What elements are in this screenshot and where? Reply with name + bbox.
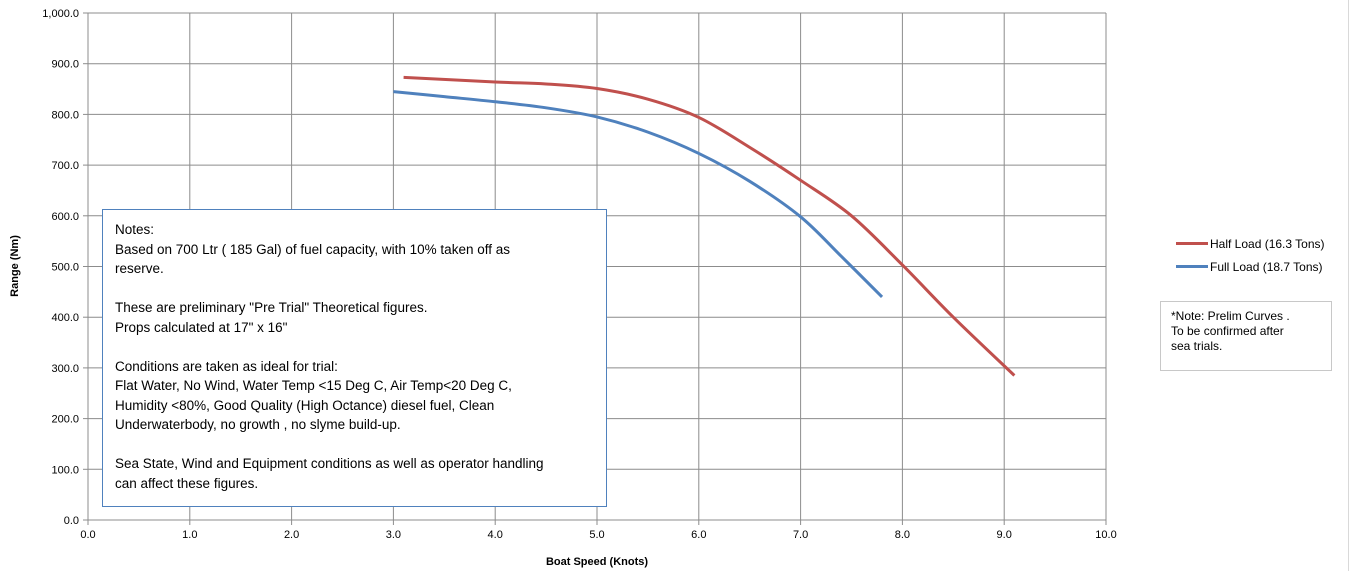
x-tick-label: 0.0 <box>80 529 95 541</box>
legend-item-half-load: Half Load (16.3 Tons) <box>1176 232 1325 255</box>
series-lines <box>393 75 1016 377</box>
notes-line: Props calculated at 17" x 16" <box>115 319 288 335</box>
notes-line: Flat Water, No Wind, Water Temp <15 Deg … <box>115 378 512 393</box>
x-axis-label: Boat Speed (Knots) <box>546 556 648 568</box>
legend-item-full-load: Full Load (18.7 Tons) <box>1176 255 1325 278</box>
notes-line: Conditions are taken as ideal for trial: <box>115 358 338 374</box>
y-tick-label: 700.0 <box>51 160 79 172</box>
prelim-note-line: sea trials. <box>1171 339 1223 353</box>
y-tick-label: 200.0 <box>51 414 79 426</box>
notes-line: reserve. <box>115 261 164 276</box>
y-tick-label: 900.0 <box>51 59 79 71</box>
notes-line: Humidity <80%, Good Quality (High Octanc… <box>115 397 495 413</box>
y-tick-label: 100.0 <box>51 464 79 476</box>
legend-label: Full Load (18.7 Tons) <box>1210 259 1323 274</box>
y-tick-label: 400.0 <box>51 312 79 324</box>
y-tick-label: 0.0 <box>64 515 79 527</box>
x-tick-label: 3.0 <box>386 529 401 541</box>
legend: Half Load (16.3 Tons) Full Load (18.7 To… <box>1176 232 1325 278</box>
prelim-note-line: To be confirmed after <box>1171 324 1284 338</box>
y-tick-labels: 0.0 100.0 200.0 300.0 400.0 500.0 600.0 700.0 80… <box>42 8 79 527</box>
x-tick-label: 8.0 <box>895 529 910 541</box>
prelim-note-line: *Note: Prelim Curves . <box>1171 309 1290 323</box>
axes <box>83 12 1107 525</box>
series-line-full-load <box>393 90 884 298</box>
x-tick-label: 10.0 <box>1095 529 1116 541</box>
notes-line: Sea State, Wind and Equipment conditions… <box>115 456 544 471</box>
y-tick-label: 600.0 <box>51 211 79 223</box>
x-tick-label: 7.0 <box>793 529 808 541</box>
x-tick-label: 1.0 <box>182 529 197 541</box>
x-tick-label: 6.0 <box>691 529 706 541</box>
legend-swatch-half-load <box>1176 242 1208 245</box>
notes-box: Notes: Based on 700 Ltr ( 185 Gal) of fu… <box>102 209 607 507</box>
notes-line: Based on 700 Ltr ( 185 Gal) of fuel capa… <box>115 241 510 257</box>
notes-line: These are preliminary "Pre Trial" Theore… <box>115 300 428 315</box>
x-tick-label: 9.0 <box>997 529 1012 541</box>
y-axis-label: Range (Nm) <box>9 235 21 297</box>
x-tick-label: 4.0 <box>488 529 503 541</box>
notes-title: Notes: <box>115 222 155 237</box>
legend-label: Half Load (16.3 Tons) <box>1210 236 1325 251</box>
chart-border <box>1348 0 1349 571</box>
notes-line: Underwaterbody, no growth , no slyme bui… <box>115 417 401 432</box>
legend-swatch-full-load <box>1176 265 1208 268</box>
y-tick-label: 1,000.0 <box>42 8 79 20</box>
notes-line: can affect these figures. <box>115 475 259 491</box>
prelim-note-box: *Note: Prelim Curves . To be confirmed a… <box>1160 301 1332 371</box>
series-line-half-load <box>403 75 1016 377</box>
x-tick-label: 5.0 <box>589 529 604 541</box>
y-tick-label: 500.0 <box>51 262 79 274</box>
y-tick-label: 300.0 <box>51 363 79 375</box>
y-tick-label: 800.0 <box>51 109 79 121</box>
x-tick-label: 2.0 <box>284 529 299 541</box>
x-tick-labels: 0.0 1.0 2.0 3.0 4.0 5.0 6.0 7.0 8.0 9.0 10.0 <box>80 529 1116 541</box>
